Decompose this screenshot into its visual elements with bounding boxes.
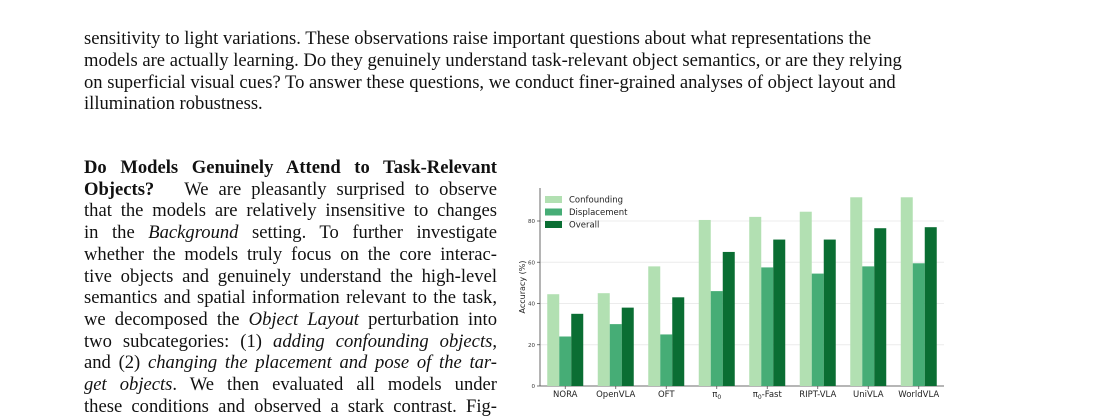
bar-overall — [823, 239, 836, 386]
legend-swatch-displacement — [545, 208, 562, 216]
bar-confounding — [597, 293, 610, 386]
bar-confounding — [547, 294, 560, 386]
bar-overall — [924, 227, 937, 386]
bar-displacement — [811, 273, 824, 386]
body-text: tive objects and genuinely understand th… — [84, 265, 497, 287]
bar-displacement — [609, 324, 622, 386]
legend-swatch-confounding — [545, 196, 562, 203]
bar-displacement — [862, 266, 875, 386]
section-heading-cont: Objects? — [84, 178, 155, 200]
emphasis-text: get objects — [84, 374, 173, 396]
legend-swatch-overall — [545, 221, 562, 228]
intro-line: on superficial visual cues? To answer th… — [84, 71, 896, 93]
intro-line: illumination robustness. — [84, 93, 263, 115]
bar-confounding — [648, 266, 661, 386]
bar-displacement — [710, 291, 723, 386]
emphasis-text: changing the placement and pose of the t… — [147, 352, 497, 374]
bar-displacement — [761, 267, 774, 386]
body-text: in the — [84, 222, 149, 244]
bar-overall — [621, 307, 634, 386]
x-tick-label: π0-Fast — [753, 390, 783, 401]
legend-label-confounding: Confounding — [569, 196, 623, 206]
accuracy-bar-chart: 0 20 40 60 80 Accuracy (%) NORA OpenVLA OFT π0 π0-… — [512, 182, 952, 405]
body-text: whether the models truly focus on the co… — [84, 243, 497, 265]
body-text: semantics and spatial information releva… — [84, 287, 497, 309]
bar-overall — [874, 228, 887, 386]
bar-displacement — [912, 263, 925, 386]
section-heading: Do Models Genuinely Attend to Task-Relev… — [84, 157, 497, 178]
x-tick-label: WorldVLA — [898, 390, 939, 400]
y-tick-label: 40 — [528, 302, 535, 308]
bar-confounding — [698, 219, 711, 386]
emphasis-text: Object Layout — [248, 308, 359, 330]
legend-label-displacement: Displacement — [569, 208, 628, 218]
x-tick-label: NORA — [553, 390, 578, 400]
x-tick-label: π0 — [712, 390, 721, 401]
bar-confounding — [749, 216, 762, 386]
emphasis-text: adding confounding objects — [273, 330, 493, 352]
x-tick-label: RIPT-VLA — [799, 390, 836, 400]
bar-overall — [722, 251, 735, 386]
body-text: setting. To further investigate — [238, 222, 498, 244]
intro-line: sensitivity to light variations. These o… — [84, 28, 872, 49]
y-tick-label: 0 — [532, 384, 536, 390]
bar-confounding — [799, 211, 812, 386]
body-text: , — [492, 330, 497, 352]
section-paragraph: Do Models Genuinely Attend to Task-Relev… — [84, 157, 497, 417]
emphasis-text: Background — [148, 222, 239, 244]
bar-overall — [571, 313, 584, 386]
bar-overall — [773, 239, 786, 386]
y-axis-label: Accuracy (%) — [518, 261, 527, 314]
intro-paragraph: sensitivity to light variations. These o… — [84, 28, 948, 115]
body-text: and (2) — [84, 352, 148, 374]
bar-displacement — [559, 336, 572, 386]
body-text: that the models are relatively insensiti… — [84, 200, 497, 222]
y-tick-label: 60 — [528, 260, 535, 266]
chart-svg: 0 20 40 60 80 Accuracy (%) NORA OpenVLA OFT π0 π0-… — [518, 188, 944, 401]
y-tick-label: 20 — [528, 343, 535, 349]
body-text: we decomposed the — [84, 308, 249, 330]
legend-label-overall: Overall — [569, 221, 599, 231]
bar-confounding — [900, 197, 913, 386]
intro-line: models are actually learning. Do they ge… — [84, 49, 902, 71]
body-text: these conditions and observed a stark co… — [84, 395, 497, 417]
bar-confounding — [850, 197, 863, 386]
bar-displacement — [660, 334, 673, 386]
body-text: two subcategories: (1) — [84, 330, 274, 352]
x-tick-label: OFT — [658, 390, 675, 400]
body-text: perturbation into — [358, 308, 497, 330]
y-tick-label: 80 — [528, 219, 535, 225]
body-text: We are pleasantly surprised to observe — [184, 178, 497, 200]
body-text: . We then evaluated all models under — [172, 374, 497, 396]
x-tick-label: OpenVLA — [596, 390, 635, 400]
bar-overall — [672, 297, 685, 386]
x-tick-label: UniVLA — [853, 390, 884, 400]
